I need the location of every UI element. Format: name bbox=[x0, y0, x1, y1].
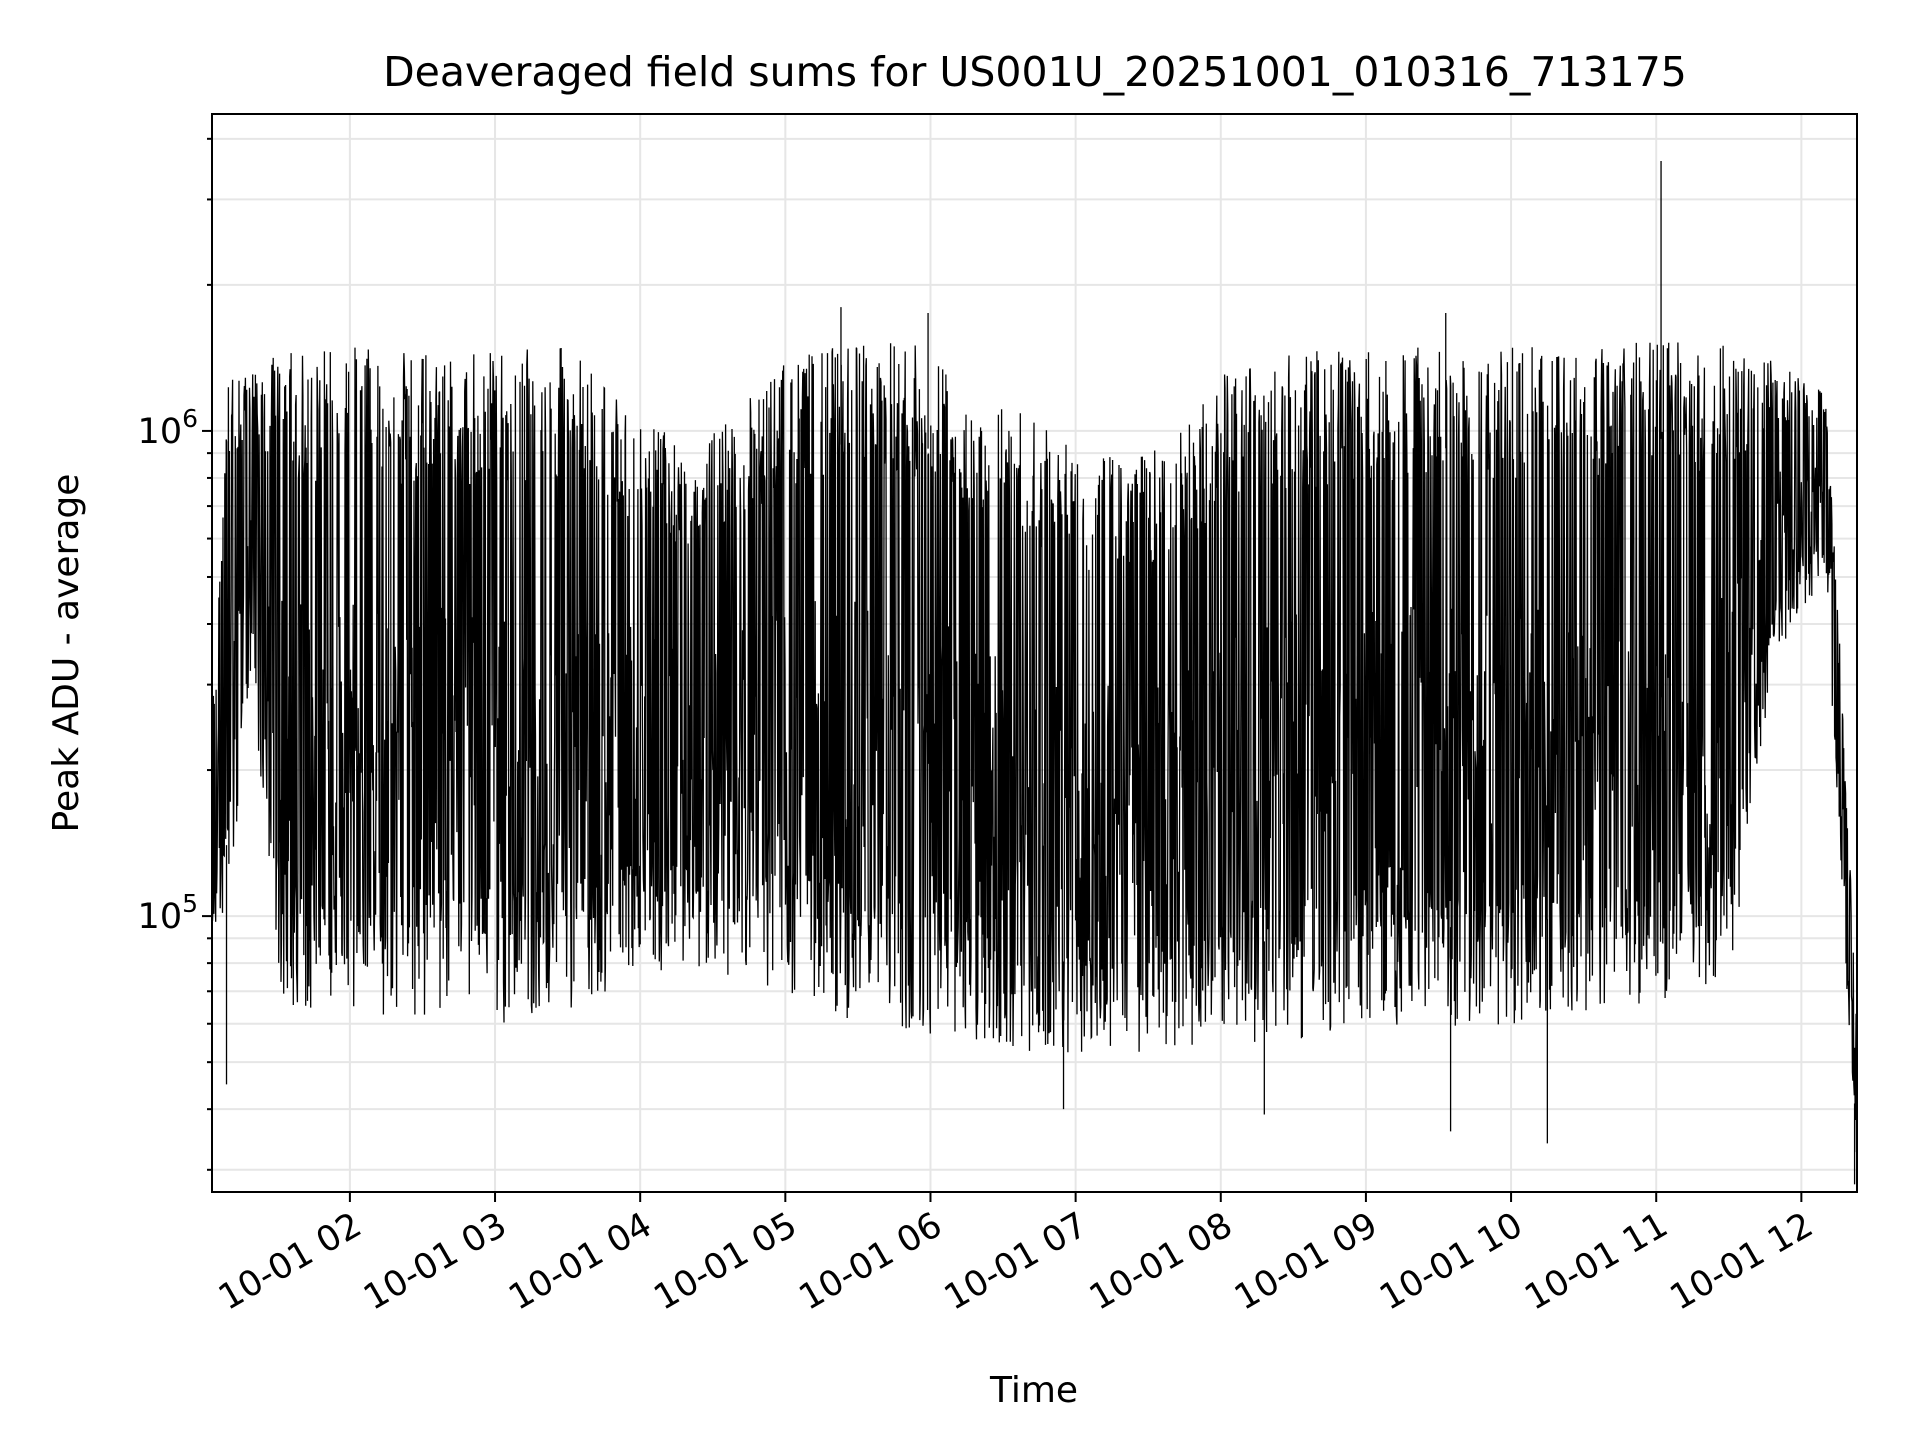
y-tick-label: 105 bbox=[138, 889, 198, 937]
y-axis-label: Peak ADU - average bbox=[46, 474, 87, 833]
plot-frame bbox=[211, 113, 1858, 1193]
x-axis-label: Time bbox=[989, 1370, 1078, 1411]
series-line bbox=[211, 342, 1858, 1153]
y-tick-label: 106 bbox=[138, 404, 198, 452]
y-axis: 105 106 bbox=[138, 137, 212, 1171]
chart-title: Deaveraged field sums for US001U_2025100… bbox=[383, 48, 1687, 96]
series-layer bbox=[211, 161, 1858, 1185]
